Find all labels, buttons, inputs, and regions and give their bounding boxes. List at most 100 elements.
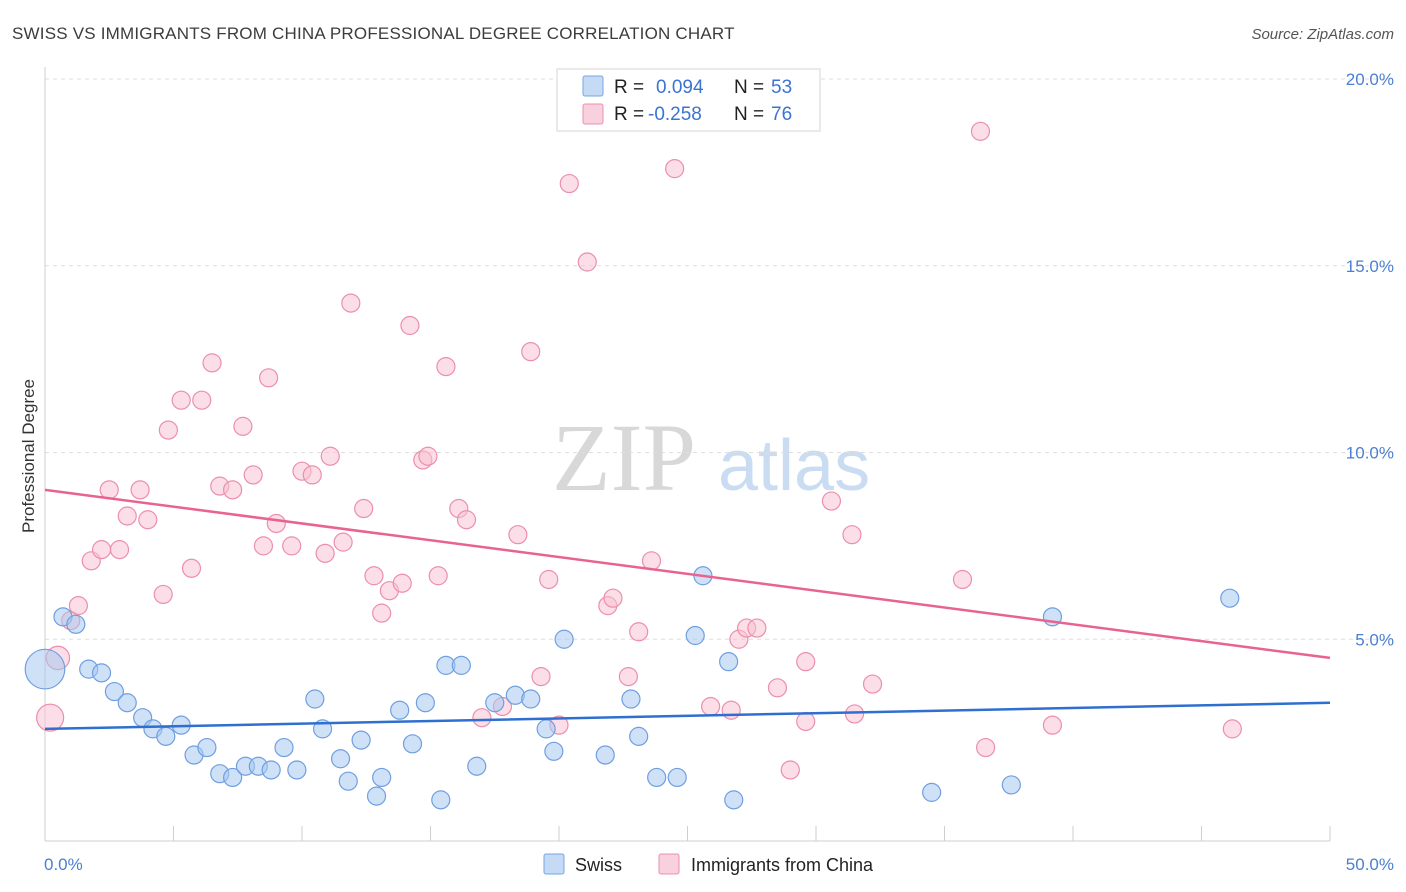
- swiss-point-42: [629, 726, 649, 746]
- bottom-legend-label-swiss: Swiss: [575, 855, 622, 875]
- x-tick-label-min: 0.0%: [44, 855, 83, 874]
- china-point-29: [333, 532, 353, 552]
- trend-lines: [44, 488, 1331, 731]
- data-points: [24, 121, 1242, 810]
- swiss-point-4: [91, 663, 112, 683]
- china-point-5: [91, 540, 112, 560]
- china-point-16: [202, 353, 222, 373]
- china-point-65: [796, 711, 816, 732]
- china-point-40: [436, 356, 456, 377]
- china-point-26: [302, 465, 322, 485]
- china-point-33: [372, 603, 392, 623]
- swiss-point-52: [1220, 588, 1240, 608]
- swiss-point-2: [66, 614, 86, 634]
- china-point-54: [618, 666, 638, 687]
- china-point-28: [320, 446, 340, 466]
- china-point-18: [223, 480, 243, 500]
- swiss-point-44: [667, 767, 687, 788]
- china-point-63: [767, 678, 788, 698]
- y-tick-labels: 5.0% 10.0% 15.0% 20.0%: [1346, 70, 1394, 649]
- swiss-point-25: [366, 786, 387, 806]
- china-point-10: [138, 510, 158, 530]
- china-point-74: [1042, 715, 1063, 735]
- china-point-11: [153, 584, 173, 605]
- china-point-0: [36, 703, 65, 732]
- china-point-21: [253, 536, 274, 556]
- china-point-69: [844, 704, 865, 724]
- gridlines: [45, 78, 1394, 640]
- swiss-point-26: [372, 767, 392, 788]
- y-tick-label-3: 20.0%: [1346, 70, 1394, 89]
- series-points-0: [24, 566, 1240, 810]
- y-axis-title: Professional Degree: [19, 379, 38, 533]
- china-point-22: [258, 368, 279, 388]
- swiss-point-5: [104, 681, 124, 702]
- chart-title: SWISS VS IMMIGRANTS FROM CHINA PROFESSIO…: [12, 24, 735, 43]
- china-point-59: [721, 700, 741, 720]
- swiss-point-22: [330, 749, 351, 769]
- swiss-point-14: [223, 767, 243, 788]
- china-point-72: [970, 121, 991, 141]
- x-tick-label-max: 50.0%: [1346, 855, 1394, 874]
- y-tick-label-1: 10.0%: [1346, 444, 1394, 463]
- china-point-42: [456, 510, 477, 530]
- swiss-point-47: [719, 652, 739, 672]
- china-point-35: [392, 573, 412, 593]
- swiss-point-37: [536, 719, 556, 739]
- china-point-47: [531, 666, 551, 687]
- china-point-75: [1222, 719, 1242, 739]
- legend-r-label-0: R =: [614, 77, 644, 98]
- swiss-trend-line: [44, 701, 1331, 731]
- china-point-9: [130, 480, 150, 500]
- swiss-point-49: [922, 782, 942, 802]
- legend-r-label-1: R =: [614, 104, 644, 125]
- china-trend-line: [44, 488, 1331, 660]
- legend-n-value-0: 53: [771, 77, 792, 98]
- swiss-point-30: [431, 790, 451, 810]
- china-point-55: [629, 622, 649, 642]
- legend-swatch-swiss: [582, 75, 604, 97]
- swiss-point-38: [544, 741, 564, 761]
- swiss-point-20: [305, 689, 325, 709]
- swiss-point-43: [647, 767, 667, 788]
- china-point-3: [68, 596, 89, 616]
- china-point-45: [508, 525, 528, 545]
- swiss-point-40: [595, 745, 615, 765]
- legend-r-value-1: -0.258: [648, 104, 702, 125]
- china-point-58: [701, 696, 721, 717]
- china-point-46: [521, 342, 541, 362]
- china-point-23: [266, 513, 286, 534]
- swiss-point-41: [621, 689, 641, 709]
- legend-r-value-0: 0.094: [656, 77, 704, 98]
- bottom-legend-label-china: Immigrants from China: [691, 855, 874, 875]
- swiss-point-39: [554, 629, 574, 649]
- source-label: Source: ZipAtlas.com: [1251, 26, 1394, 43]
- y-tick-label-0: 5.0%: [1355, 630, 1394, 649]
- china-point-13: [171, 390, 191, 410]
- swiss-point-34: [485, 693, 505, 713]
- swiss-point-9: [156, 726, 176, 746]
- china-point-15: [192, 390, 212, 410]
- swiss-point-17: [261, 760, 281, 780]
- china-point-62: [747, 618, 767, 638]
- bottom-legend: Swiss Immigrants from China: [543, 853, 874, 875]
- china-point-53: [603, 588, 623, 608]
- swiss-point-27: [390, 700, 410, 720]
- china-point-64: [780, 760, 800, 780]
- china-point-66: [796, 652, 816, 672]
- china-point-20: [243, 465, 263, 485]
- swiss-point-33: [467, 756, 487, 776]
- china-point-50: [559, 173, 579, 194]
- swiss-point-32: [451, 655, 471, 675]
- swiss-point-50: [1001, 775, 1021, 795]
- china-point-38: [418, 446, 438, 466]
- watermark-zip: ZIP: [552, 404, 696, 511]
- china-point-48: [539, 569, 559, 590]
- legend-n-label-1: N =: [734, 104, 764, 125]
- legend-n-value-1: 76: [771, 104, 792, 125]
- china-point-8: [117, 506, 137, 526]
- china-point-30: [341, 293, 361, 313]
- swiss-point-18: [274, 737, 294, 758]
- y-tick-label-2: 15.0%: [1346, 257, 1394, 276]
